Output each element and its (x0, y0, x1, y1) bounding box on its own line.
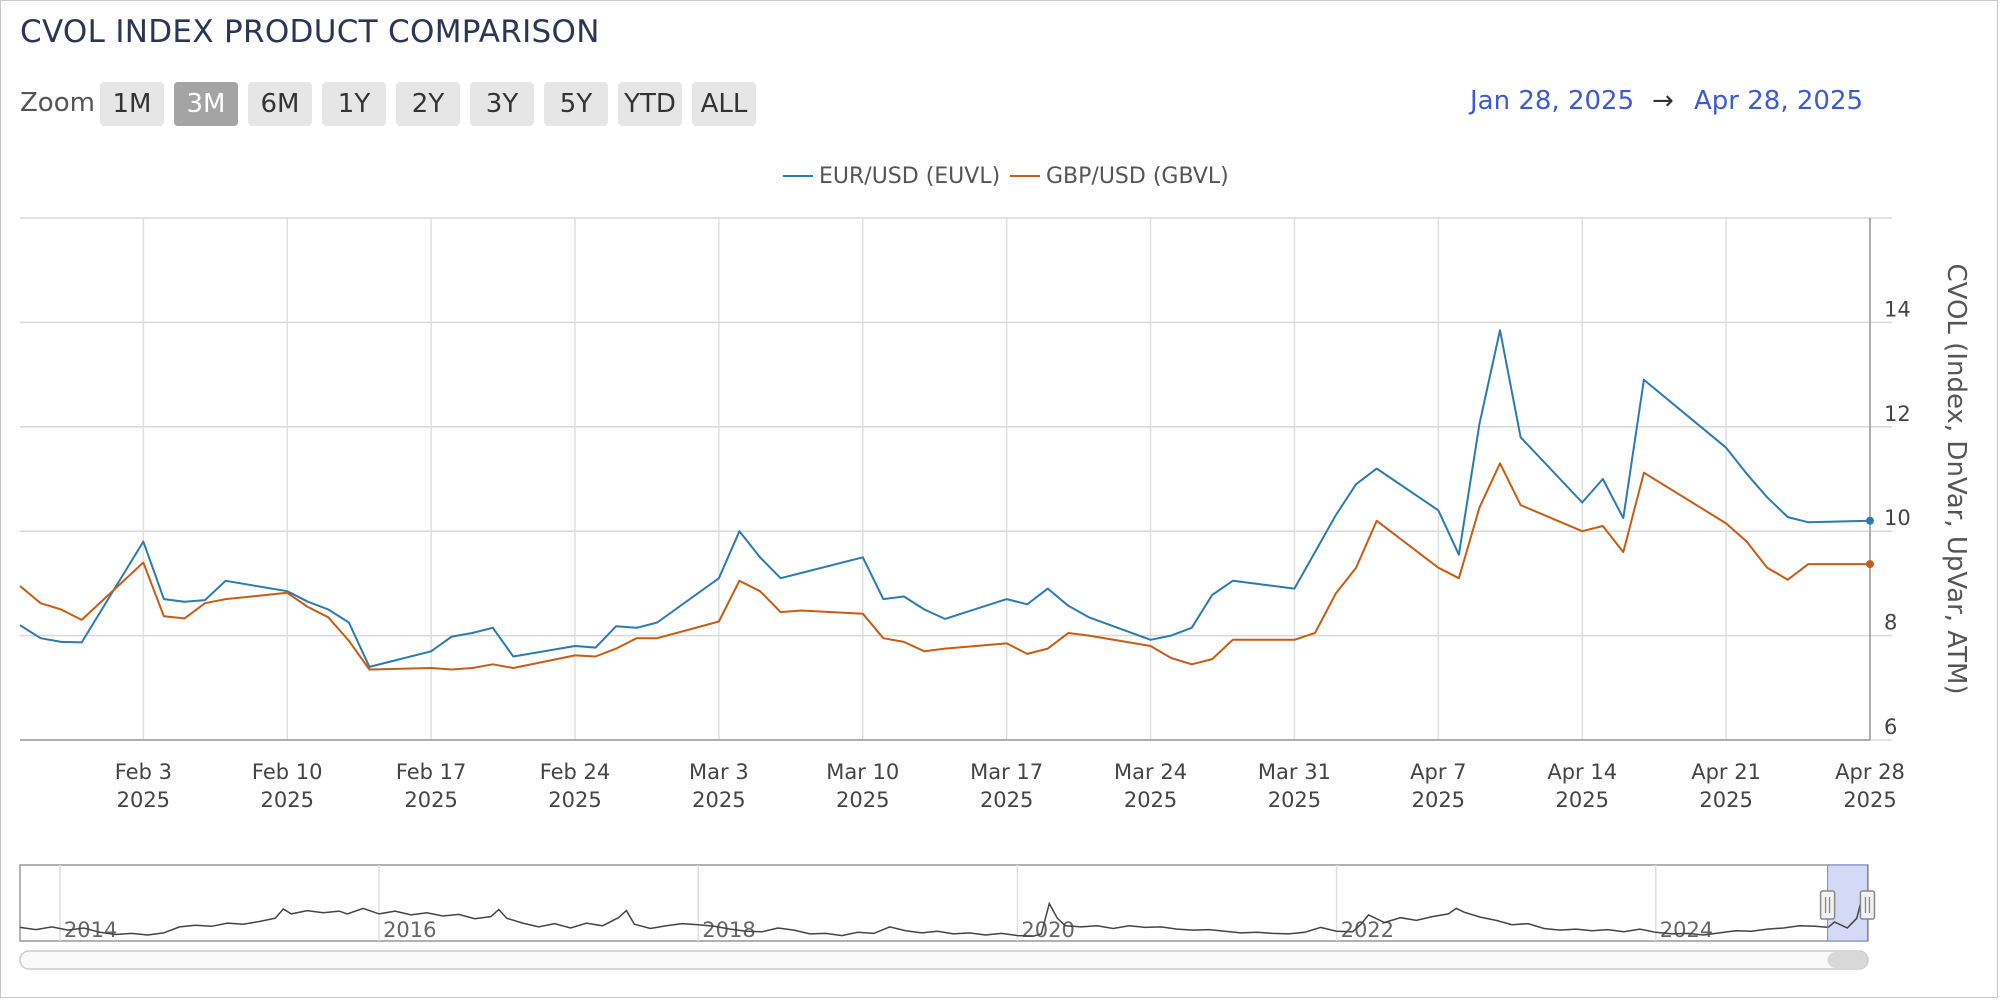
x-tick-year: 2025 (1268, 788, 1321, 812)
x-tick-label: Mar 24 (1114, 760, 1187, 784)
x-tick-year: 2025 (1843, 788, 1896, 812)
x-tick-year: 2025 (260, 788, 313, 812)
x-tick-label: Feb 3 (115, 760, 172, 784)
x-tick-year: 2025 (1699, 788, 1752, 812)
y-tick-label: 14 (1884, 297, 1911, 321)
x-tick-year: 2025 (692, 788, 745, 812)
zoom-button-ytd[interactable]: YTD (618, 82, 682, 126)
x-tick-year: 2025 (1124, 788, 1177, 812)
x-tick-label: Apr 14 (1547, 760, 1617, 784)
y-tick-label: 10 (1884, 506, 1911, 530)
zoom-button-1y[interactable]: 1Y (322, 82, 386, 126)
x-tick-label: Apr 21 (1691, 760, 1761, 784)
navigator-year-label: 2018 (702, 918, 755, 942)
y-tick-label: 12 (1884, 402, 1911, 426)
legend-item-eur[interactable]: EUR/USD (EUVL) (783, 164, 1000, 189)
y-axis-title: CVOL (Index, DnVar, UpVar, ATM) (1941, 263, 1971, 694)
zoom-button-2y[interactable]: 2Y (396, 82, 460, 126)
navigator-right-handle[interactable] (1859, 890, 1876, 920)
x-tick-label: Apr 28 (1835, 760, 1905, 784)
legend-label-gbp: GBP/USD (GBVL) (1046, 164, 1229, 189)
x-tick-year: 2025 (117, 788, 170, 812)
x-tick-year: 2025 (1555, 788, 1608, 812)
navigator-year-label: 2024 (1660, 918, 1713, 942)
x-tick-year: 2025 (548, 788, 601, 812)
legend-line-eur (783, 175, 813, 177)
x-tick-label: Mar 17 (970, 760, 1043, 784)
navigator-year-label: 2016 (383, 918, 436, 942)
x-tick-year: 2025 (980, 788, 1033, 812)
x-tick-label: Feb 24 (540, 760, 611, 784)
x-tick-year: 2025 (836, 788, 889, 812)
series-end-marker-eur (1866, 516, 1874, 525)
zoom-button-3m[interactable]: 3M (174, 82, 238, 126)
x-tick-label: Feb 10 (252, 760, 323, 784)
range-from-date[interactable]: Jan 28, 2025 (1470, 86, 1635, 116)
navigator[interactable]: 2014 2016 2018 2020 2022 2024 (0, 855, 2000, 995)
scrollbar-thumb[interactable] (1827, 952, 1868, 968)
zoom-button-6m[interactable]: 6M (248, 82, 312, 126)
zoom-button-3y[interactable]: 3Y (470, 82, 534, 126)
range-arrow: → (1652, 86, 1674, 116)
x-tick-year: 2025 (1412, 788, 1465, 812)
scrollbar-track[interactable] (19, 950, 1869, 970)
navigator-series-line (19, 901, 1869, 937)
x-tick-year: 2025 (404, 788, 457, 812)
zoom-button-all[interactable]: ALL (692, 82, 756, 126)
legend-line-gbp (1010, 175, 1040, 177)
zoom-button-5y[interactable]: 5Y (544, 82, 608, 126)
series-line-gbp (19, 462, 1870, 671)
x-tick-label: Apr 7 (1410, 760, 1466, 784)
x-tick-label: Feb 17 (396, 760, 467, 784)
series-end-marker-gbp (1866, 560, 1874, 569)
x-tick-label: Mar 10 (826, 760, 899, 784)
chart-title: CVOL INDEX PRODUCT COMPARISON (20, 14, 600, 50)
legend-item-gbp[interactable]: GBP/USD (GBVL) (1010, 164, 1229, 189)
series-line-eur (19, 329, 1871, 668)
x-tick-label: Mar 3 (689, 760, 749, 784)
navigator-left-handle[interactable] (1819, 890, 1836, 920)
navigator-year-label: 2020 (1021, 918, 1074, 942)
y-tick-label: 8 (1884, 611, 1897, 635)
zoom-label: Zoom (20, 88, 95, 118)
x-tick-label: Mar 31 (1258, 760, 1331, 784)
zoom-button-1m[interactable]: 1M (100, 82, 164, 126)
legend-label-eur: EUR/USD (EUVL) (819, 164, 1001, 189)
main-plot[interactable]: Feb 3 2025 Feb 10 2025 Feb 17 2025 Feb 24 2025 M… (0, 0, 2000, 830)
navigator-frame (19, 864, 1869, 942)
y-tick-label: 6 (1884, 715, 1897, 739)
range-to-date[interactable]: Apr 28, 2025 (1694, 86, 1864, 116)
